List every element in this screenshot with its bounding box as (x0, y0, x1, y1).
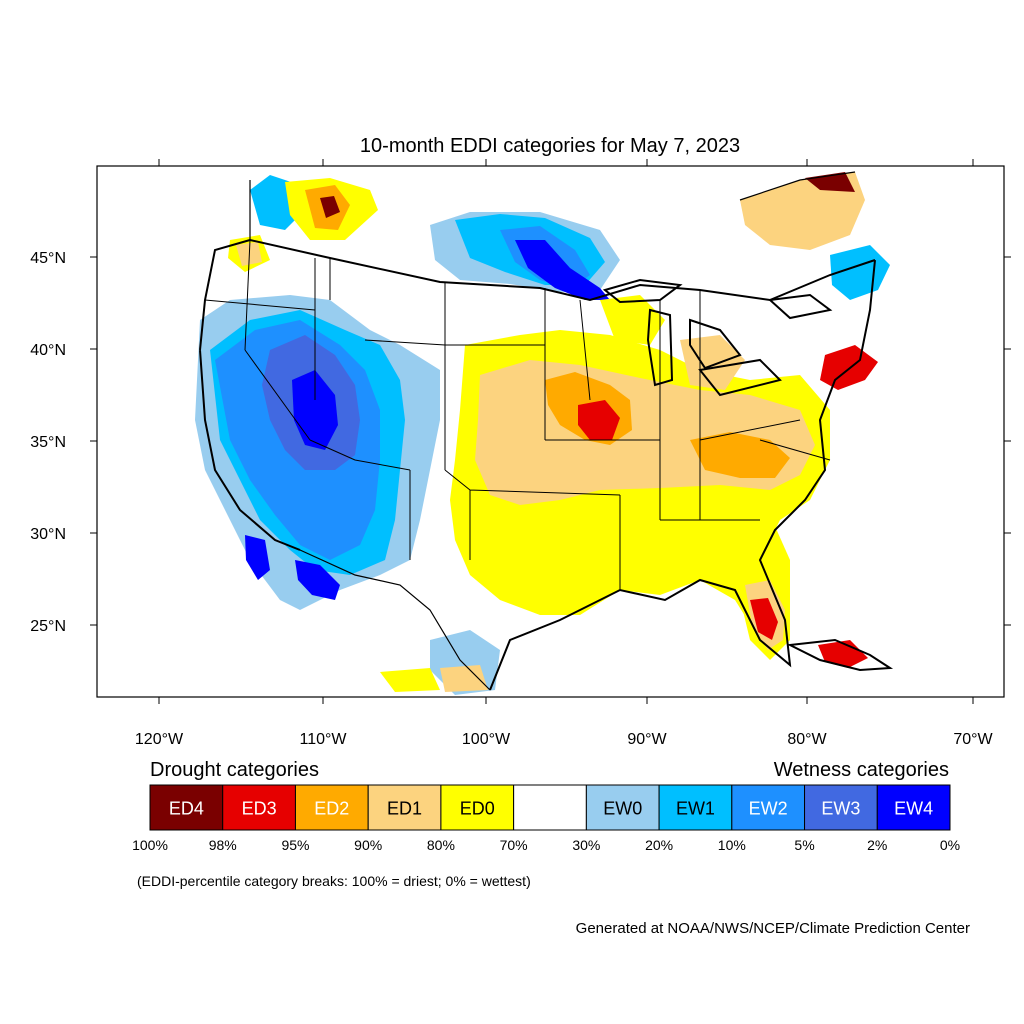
lon-label: 90°W (627, 731, 667, 748)
legend-break-label: 95% (281, 837, 309, 853)
region-ed3-iowa (578, 400, 620, 440)
legend-break-label: 20% (645, 837, 673, 853)
wetness-categories-heading: Wetness categories (774, 759, 949, 781)
longitude-labels: 120°W 110°W 100°W 90°W 80°W 70°W (135, 731, 994, 748)
region-ew4-california (245, 535, 270, 580)
legend-swatch-ew4 (876, 784, 951, 831)
legend-category-label: EW0 (603, 799, 642, 819)
canada-mexico-borders (249, 171, 856, 691)
map-title: 10-month EDDI categories for May 7, 2023 (360, 135, 740, 157)
legend-break-label: 5% (794, 837, 814, 853)
lon-label: 120°W (135, 731, 184, 748)
legend-category-label: ED0 (460, 799, 495, 819)
lon-label: 100°W (462, 731, 511, 748)
cuba-outline (786, 638, 894, 672)
region-ew4-great-basin (292, 370, 338, 450)
region-ew4-sonora (295, 560, 340, 600)
legend-swatch-normal (513, 784, 587, 831)
legend-swatch-ew3 (804, 784, 878, 831)
lat-label: 40°N (30, 342, 66, 359)
legend-category-label: ED1 (387, 799, 422, 819)
legend-break-label: 90% (354, 837, 382, 853)
legend-boxes: ED4 ED3 ED2 ED1 ED0 EW0 EW1 EW2 EW3 EW4 (149, 784, 951, 831)
legend-category-label: ED2 (314, 799, 349, 819)
drought-categories-heading: Drought categories (150, 759, 319, 781)
legend-category-label: EW4 (894, 799, 933, 819)
credit-line: Generated at NOAA/NWS/NCEP/Climate Predi… (576, 920, 970, 937)
boundaries (199, 171, 894, 691)
latitude-labels: 45°N 40°N 35°N 30°N 25°N (30, 250, 66, 635)
legend-swatch-ew2 (731, 784, 806, 831)
legend-category-label: EW2 (749, 799, 788, 819)
legend-break-label: 30% (572, 837, 600, 853)
legend-break-label: 80% (427, 837, 455, 853)
lat-label: 30°N (30, 526, 66, 543)
lat-label: 45°N (30, 250, 66, 267)
lat-label: 35°N (30, 434, 66, 451)
map-panel (96, 165, 1005, 698)
latitude-axis (90, 256, 1011, 626)
region-ed3-newengland (820, 345, 878, 390)
lon-label: 70°W (953, 731, 993, 748)
lat-label: 25°N (30, 618, 66, 635)
legend-break-label: 2% (867, 837, 887, 853)
legend-swatch-ew1 (658, 784, 733, 831)
region-ew1-maine (830, 245, 890, 300)
category-legend: Drought categories Wetness categories ED… (132, 759, 960, 853)
legend-category-label: EW3 (821, 799, 860, 819)
legend-swatch-ed1 (367, 784, 442, 831)
legend-break-label: 98% (209, 837, 237, 853)
legend-category-label: ED4 (169, 799, 204, 819)
region-ed0-mexico (380, 668, 440, 692)
region-ew4-minnesota (515, 240, 610, 300)
region-ed3-florida (750, 598, 778, 640)
region-ed3-caribbean (818, 640, 868, 668)
region-ed1-mexico (440, 665, 488, 692)
legend-break-label: 10% (718, 837, 746, 853)
legend-category-label: EW1 (676, 799, 715, 819)
region-ed0-ohio (680, 335, 745, 390)
legend-swatch-ed4 (149, 784, 224, 831)
lon-label: 80°W (787, 731, 827, 748)
category-shading (195, 171, 894, 695)
region-ed2-eastern (690, 432, 790, 478)
great-lakes-outline (602, 278, 833, 397)
legend-swatch-ew0 (585, 784, 660, 831)
us-coastline (199, 239, 876, 691)
state-borders (204, 239, 831, 590)
map-frame (96, 165, 1005, 698)
legend-break-label: 100% (132, 837, 168, 853)
lon-label: 110°W (299, 731, 347, 748)
legend-category-label: ED3 (242, 799, 277, 819)
legend-break-label: 70% (500, 837, 528, 853)
legend-breaks: 100% 98% 95% 90% 80% 70% 30% 20% 10% 5% 2% 0% (132, 837, 960, 853)
region-ed1-quebec (740, 172, 865, 250)
legend-swatch-ed2 (294, 784, 369, 831)
legend-break-label: 0% (940, 837, 960, 853)
longitude-axis (158, 159, 974, 704)
category-note: (EDDI-percentile category breaks: 100% =… (137, 873, 531, 889)
region-ed4-idaho (320, 196, 340, 218)
